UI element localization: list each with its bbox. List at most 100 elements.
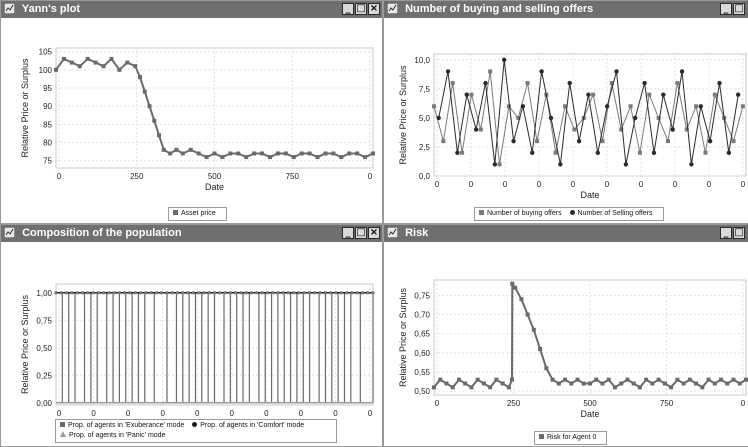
data-point [286,291,290,295]
legend-square-marker-icon [173,210,178,215]
data-point [670,127,675,132]
data-point [506,104,511,109]
data-point [59,291,63,295]
y-tick-label: 0,65 [414,330,430,339]
data-point [302,291,306,295]
y-tick-label: 1,00 [36,289,52,298]
y-tick-label: 0,25 [36,371,52,380]
window-composition[interactable]: Composition of the population _ □ × 0,00… [0,224,383,447]
legend-label: Prop. of agents in 'Exuberance' mode [68,422,185,429]
data-point [473,127,479,132]
chart-window-icon [4,227,15,238]
x-tick-label: 0 [469,180,474,189]
data-point [260,151,265,156]
chart-legend: Asset price [168,207,227,221]
x-axis-label: Date [580,190,599,200]
window-titlebar[interactable]: Yann's plot _ □ × [1,1,382,18]
data-point [339,155,344,160]
x-axis-label: Date [205,182,224,192]
y-tick-label: 5,0 [419,114,431,123]
data-point [54,291,58,295]
x-tick-label: 0 [673,180,678,189]
y-tick-label: 7,5 [419,85,431,94]
maximize-button[interactable]: □ [355,227,367,239]
data-point [157,133,162,138]
minimize-button[interactable]: _ [720,227,732,239]
y-axis-label: Relative Price or Surplus [398,65,408,165]
data-point [450,81,455,86]
y-axis-label: Relative Price or Surplus [398,287,408,387]
data-point [469,92,474,97]
data-point [519,297,524,302]
data-point [80,291,84,295]
data-point [265,291,269,295]
data-point [567,80,572,86]
maximize-button[interactable]: □ [355,3,367,15]
data-point [318,291,322,295]
maximize-button[interactable]: □ [733,227,745,239]
data-point [662,381,667,386]
data-point [698,104,703,109]
data-point [661,92,666,97]
window-titlebar[interactable]: Risk _ □ [384,225,748,242]
y-tick-label: 0,60 [414,349,430,358]
window-offers[interactable]: Number of buying and selling offers _ □ … [383,0,748,224]
chart-legend: Risk for Agent 0 [534,431,608,445]
x-tick-label: 0 [264,409,269,417]
data-point [117,67,122,72]
data-point [315,155,320,160]
chart-legend: Prop. of agents in 'Exuberance' mode Pro… [55,419,337,443]
window-titlebar[interactable]: Number of buying and selling offers _ □ [384,1,748,18]
legend-item: Prop. of agents in 'Panic' mode [60,431,165,441]
data-point [588,381,592,386]
data-point [614,69,619,74]
x-tick-label: 0 [571,180,576,189]
data-point [510,281,515,286]
data-point [281,291,285,295]
data-point [144,291,148,295]
minimize-button[interactable]: _ [720,3,732,15]
legend-square-marker-icon [479,210,484,215]
data-point [731,139,736,144]
data-point [510,377,514,382]
data-point [497,162,502,167]
y-tick-label: 75 [43,157,52,166]
data-point [323,151,328,156]
data-point [706,377,711,382]
chart-risk: 0,50 0,55 0,60 0,65 0,70 0,75 0 250 500 750 0 Date R… [398,279,748,419]
data-point [569,381,574,386]
data-point [563,377,568,382]
window-yanns-plot[interactable]: Yann's plot _ □ × 75 80 85 90 95 100 105 0 250 50… [0,0,383,224]
minimize-button[interactable]: _ [342,227,354,239]
x-tick-label: 0 [57,409,62,417]
chart-asset-price: 75 80 85 90 95 100 105 0 250 500 750 0 Date Relative … [20,47,375,192]
data-point [176,291,180,295]
data-point [345,291,349,295]
data-point [255,291,259,295]
data-point [128,291,132,295]
data-point [133,64,138,69]
window-titlebar[interactable]: Composition of the population _ □ × [1,225,382,242]
data-point [525,81,530,86]
close-button[interactable]: × [368,227,380,239]
data-point [719,377,724,382]
close-button[interactable]: × [368,3,380,15]
data-point [500,381,505,386]
data-point [249,291,253,295]
data-point [712,381,717,386]
data-point [371,291,375,295]
maximize-button[interactable]: □ [733,3,745,15]
y-tick-label: 80 [43,139,52,148]
legend-item: Risk for Agent 0 [539,433,596,443]
data-point [637,150,642,155]
data-point [334,291,338,295]
legend-square-marker-icon [60,422,65,427]
data-point [539,69,544,74]
minimize-button[interactable]: _ [342,3,354,15]
y-tick-label: 0,0 [419,172,431,181]
data-point [275,151,280,156]
window-risk[interactable]: Risk _ □ 0,50 0,55 0,60 0,65 0,70 0,75 0 250 500… [383,224,748,447]
window-title: Composition of the population [22,227,182,239]
data-point [75,291,79,295]
data-point [575,377,580,382]
